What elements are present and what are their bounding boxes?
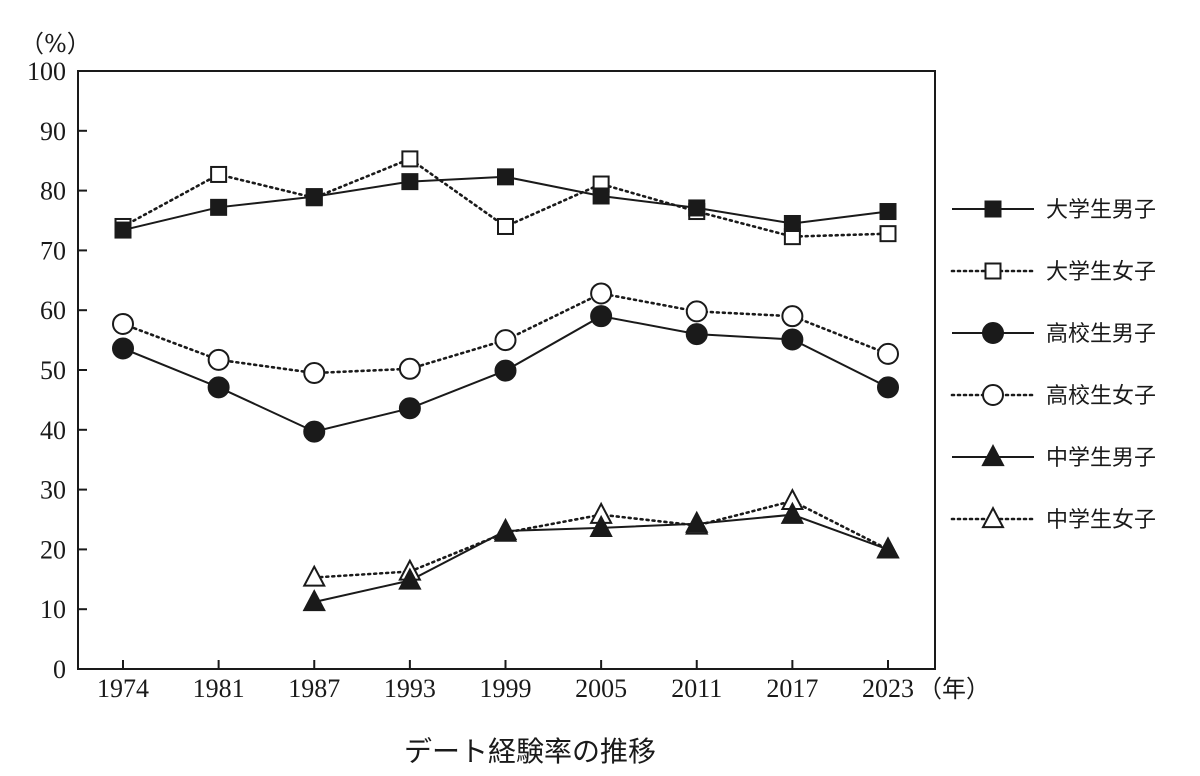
x-tick-label: 2011 [671, 674, 722, 703]
data-point-4-8 [876, 536, 900, 559]
data-point-4-3 [398, 567, 422, 590]
data-point-3-6 [685, 300, 708, 323]
x-tick-label: 1993 [384, 674, 436, 703]
legend-label-4: 中学生男子 [1046, 446, 1156, 471]
data-point-4-7 [780, 501, 805, 524]
y-tick-label: 50 [40, 356, 66, 385]
legend-label-0: 大学生男子 [1046, 198, 1156, 223]
data-point-3-1 [207, 348, 230, 371]
x-tick-label: 1987 [288, 674, 340, 703]
series-markers [112, 150, 900, 612]
y-axis-ticks: 0 10 20 30 40 50 60 70 80 90 100 [27, 57, 87, 684]
y-tick-label: 60 [40, 296, 66, 325]
series-line-3 [121, 292, 890, 375]
data-point-2-2 [303, 420, 326, 443]
data-point-2-3 [398, 397, 421, 420]
y-tick-label: 30 [40, 476, 66, 505]
legend-marker-5 [981, 506, 1005, 529]
y-tick-label: 90 [40, 117, 66, 146]
data-point-3-4 [494, 329, 517, 352]
data-point-0-4 [497, 168, 514, 186]
data-point-2-4 [494, 359, 517, 382]
data-point-2-5 [590, 305, 613, 328]
data-point-1-1 [210, 165, 228, 183]
legend-label-2: 高校生男子 [1046, 322, 1156, 347]
x-axis-ticks: 1974 1981 1987 1993 1999 2005 2011 2017 2023 [97, 660, 914, 703]
legend-marker-1 [984, 262, 1002, 280]
y-axis-unit-label: （%） [20, 30, 91, 58]
legend-label-1: 大学生女子 [1046, 260, 1156, 285]
data-point-2-6 [685, 323, 708, 346]
data-point-4-4 [493, 517, 518, 540]
y-tick-label: 40 [40, 416, 66, 445]
y-tick-label: 100 [27, 57, 66, 86]
x-tick-label: 1981 [193, 674, 245, 703]
data-point-2-8 [877, 376, 899, 399]
data-point-2-0 [112, 337, 134, 360]
y-tick-label: 20 [40, 535, 66, 564]
data-point-3-8 [877, 342, 899, 365]
y-tick-label: 80 [40, 177, 66, 206]
x-axis-unit-label: （年） [918, 675, 990, 703]
x-tick-label: 2023 [862, 674, 914, 703]
data-point-3-7 [781, 305, 804, 328]
legend-marker-3 [982, 384, 1004, 406]
data-point-5-2 [302, 564, 326, 587]
data-point-4-5 [589, 514, 613, 537]
legend-label-5: 中学生女子 [1046, 508, 1156, 533]
data-point-0-5 [592, 187, 610, 205]
data-point-0-7 [783, 214, 801, 232]
data-point-0-1 [210, 198, 228, 216]
legend-marker-2 [982, 322, 1004, 344]
data-point-1-4 [497, 217, 514, 235]
chart-title: デート経験率の推移 [403, 735, 656, 768]
data-point-1-3 [401, 150, 419, 168]
data-point-4-6 [685, 510, 709, 533]
data-point-3-0 [112, 312, 134, 335]
data-point-0-3 [401, 173, 419, 191]
y-tick-label: 0 [53, 655, 66, 684]
data-point-3-3 [398, 357, 421, 380]
x-tick-label: 1974 [97, 674, 149, 703]
data-point-1-8 [879, 225, 897, 243]
data-point-0-0 [114, 221, 132, 239]
data-point-0-8 [879, 203, 897, 221]
data-point-3-5 [590, 282, 613, 305]
data-point-0-2 [305, 188, 323, 206]
y-tick-label: 70 [40, 236, 66, 265]
data-point-4-2 [302, 589, 326, 612]
x-tick-label: 2017 [766, 674, 818, 703]
x-tick-label: 1999 [480, 674, 532, 703]
legend-marker-0 [984, 200, 1002, 218]
legend-marker-4 [981, 444, 1005, 467]
data-point-0-6 [688, 199, 706, 217]
data-point-2-7 [781, 328, 804, 351]
data-point-2-1 [207, 376, 230, 399]
x-tick-label: 2005 [575, 674, 627, 703]
data-point-3-2 [303, 361, 326, 384]
legend-label-3: 高校生女子 [1046, 384, 1156, 409]
y-tick-label: 10 [40, 595, 66, 624]
